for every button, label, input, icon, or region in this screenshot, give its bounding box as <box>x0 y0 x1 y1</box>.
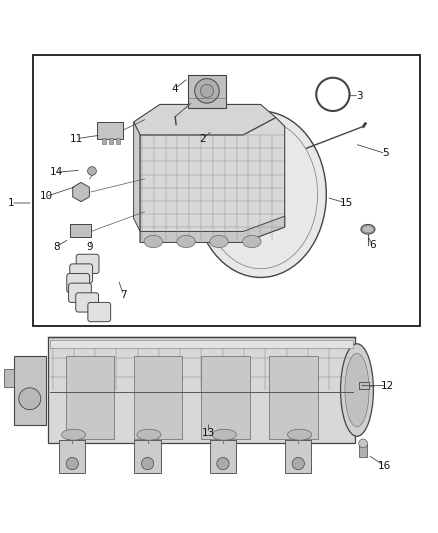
Text: 5: 5 <box>382 149 389 158</box>
Circle shape <box>19 388 41 410</box>
Polygon shape <box>140 118 285 243</box>
Ellipse shape <box>61 429 86 440</box>
Bar <box>70 223 91 237</box>
Bar <box>48 337 355 442</box>
Text: 9: 9 <box>86 242 93 252</box>
Ellipse shape <box>361 224 375 234</box>
Bar <box>102 138 106 144</box>
Text: 2: 2 <box>199 134 206 143</box>
Bar <box>116 138 120 144</box>
Bar <box>210 440 236 473</box>
Bar <box>4 369 14 387</box>
Bar <box>359 382 369 389</box>
Ellipse shape <box>362 226 374 233</box>
Bar <box>134 356 182 439</box>
Bar <box>359 444 367 457</box>
Text: 1: 1 <box>7 198 14 208</box>
Text: 11: 11 <box>70 134 83 143</box>
Circle shape <box>66 457 78 470</box>
Circle shape <box>194 78 219 103</box>
Ellipse shape <box>243 236 261 248</box>
Bar <box>97 122 123 139</box>
Circle shape <box>88 167 96 175</box>
FancyBboxPatch shape <box>88 302 111 322</box>
Text: 14: 14 <box>49 167 63 177</box>
Ellipse shape <box>177 236 195 248</box>
Ellipse shape <box>340 344 373 437</box>
Text: 7: 7 <box>120 290 127 300</box>
Bar <box>188 75 226 108</box>
Ellipse shape <box>210 236 228 248</box>
Bar <box>50 340 353 349</box>
Ellipse shape <box>144 236 162 248</box>
Bar <box>66 356 114 439</box>
Ellipse shape <box>137 429 161 440</box>
Polygon shape <box>134 122 140 231</box>
Circle shape <box>292 457 304 470</box>
Text: 15: 15 <box>339 198 353 208</box>
Circle shape <box>200 84 213 98</box>
Text: 12: 12 <box>381 381 394 391</box>
Text: 6: 6 <box>369 240 376 251</box>
Text: 8: 8 <box>53 242 60 252</box>
Text: 13: 13 <box>202 428 215 438</box>
Ellipse shape <box>212 429 237 440</box>
Text: 16: 16 <box>378 461 391 471</box>
Bar <box>14 356 46 425</box>
Ellipse shape <box>195 111 326 278</box>
Polygon shape <box>140 216 285 243</box>
Bar <box>269 356 318 439</box>
FancyBboxPatch shape <box>67 273 89 293</box>
Text: 4: 4 <box>171 84 178 94</box>
Bar <box>201 356 250 439</box>
Text: 10: 10 <box>39 191 53 201</box>
Ellipse shape <box>287 429 312 440</box>
FancyBboxPatch shape <box>76 254 99 273</box>
Text: 3: 3 <box>356 91 363 101</box>
Bar <box>59 440 85 473</box>
Polygon shape <box>134 104 276 135</box>
Bar <box>285 440 311 473</box>
Ellipse shape <box>345 353 369 427</box>
Circle shape <box>217 457 229 470</box>
FancyBboxPatch shape <box>70 264 92 283</box>
Circle shape <box>359 439 367 448</box>
Bar <box>33 55 420 326</box>
Circle shape <box>141 457 154 470</box>
FancyBboxPatch shape <box>69 283 92 302</box>
FancyBboxPatch shape <box>76 293 99 312</box>
Bar <box>134 440 161 473</box>
Bar <box>109 138 113 144</box>
